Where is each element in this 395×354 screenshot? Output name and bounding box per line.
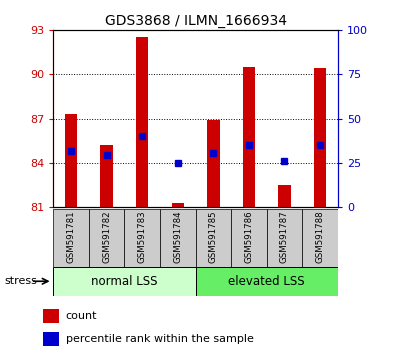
Bar xyxy=(278,185,291,207)
Bar xyxy=(196,267,338,296)
Text: GSM591782: GSM591782 xyxy=(102,211,111,263)
Text: GSM591783: GSM591783 xyxy=(138,211,147,263)
Bar xyxy=(302,209,338,267)
Bar xyxy=(231,209,267,267)
Bar xyxy=(171,202,184,207)
Bar xyxy=(136,38,149,207)
Bar xyxy=(89,209,124,267)
Bar xyxy=(100,145,113,207)
Bar xyxy=(43,332,58,346)
Bar xyxy=(124,209,160,267)
Text: GSM591781: GSM591781 xyxy=(67,211,75,263)
Text: GSM591784: GSM591784 xyxy=(173,211,182,263)
Bar xyxy=(53,209,89,267)
Text: GSM591788: GSM591788 xyxy=(316,211,324,263)
Text: GSM591787: GSM591787 xyxy=(280,211,289,263)
Text: stress: stress xyxy=(4,276,37,286)
Bar xyxy=(160,209,196,267)
Bar xyxy=(243,67,255,207)
Text: percentile rank within the sample: percentile rank within the sample xyxy=(66,334,254,344)
Bar xyxy=(43,309,58,323)
Bar xyxy=(267,209,302,267)
Bar xyxy=(207,120,220,207)
Text: elevated LSS: elevated LSS xyxy=(228,275,305,288)
Title: GDS3868 / ILMN_1666934: GDS3868 / ILMN_1666934 xyxy=(105,14,286,28)
Bar xyxy=(65,114,77,207)
Bar xyxy=(53,267,196,296)
Text: GSM591786: GSM591786 xyxy=(245,211,253,263)
Bar xyxy=(314,68,326,207)
Text: count: count xyxy=(66,311,97,321)
Text: GSM591785: GSM591785 xyxy=(209,211,218,263)
Bar xyxy=(196,209,231,267)
Text: normal LSS: normal LSS xyxy=(91,275,158,288)
